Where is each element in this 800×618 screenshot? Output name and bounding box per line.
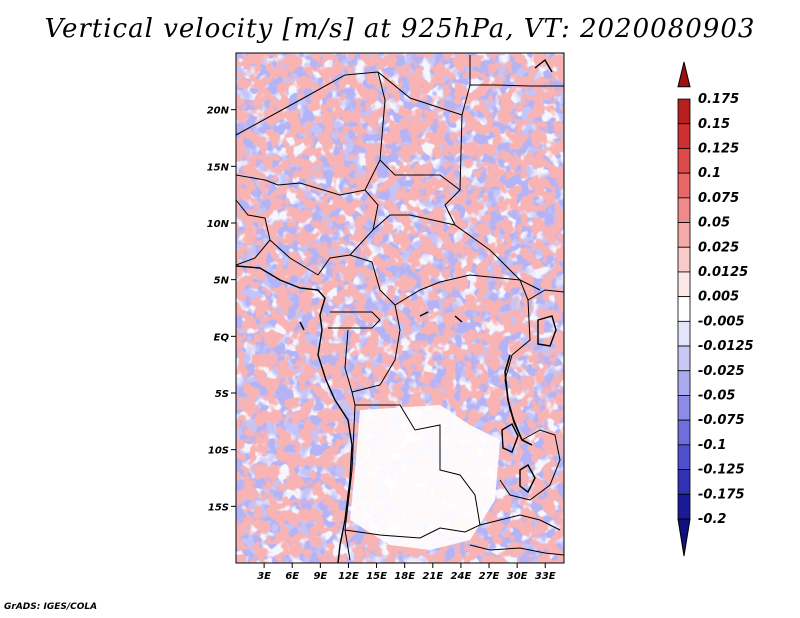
colorbar-segment [677,419,691,446]
lon-tick-label: 3E [257,571,271,582]
velocity-field [236,53,564,563]
colorbar-segment [677,172,691,199]
latitude-axis: 20N 15N 10N 5N EQ 5S 10S 15S [207,106,236,513]
colorbar-segment [677,320,691,347]
colorbar-label: -0.0125 [698,339,754,354]
colorbar-label: -0.025 [698,364,745,379]
colorbar-segment [677,246,691,273]
map-frame [235,52,565,564]
colorbar-segment [677,98,691,125]
colorbar-label: -0.2 [698,512,726,527]
colorbar-segment [677,345,691,372]
lon-tick-label: 12E [338,571,359,582]
colorbar-label: -0.075 [698,413,745,428]
lat-tick-label: 15N [207,162,230,173]
colorbar-label: 0.005 [698,290,739,305]
lat-tick-label: 5N [214,276,230,287]
colorbar-segment [677,296,691,322]
country-boundaries [236,55,564,561]
lon-tick-label: 21E [422,571,443,582]
lon-tick-label: 27E [479,571,500,582]
colorbar-label: 0.0125 [698,265,748,280]
lon-tick-label: 18E [394,571,415,582]
colorbar-segment [677,370,691,396]
colorbar-label: 0.15 [698,117,730,132]
colorbar-segment [677,148,691,174]
lat-tick-label: 15S [208,502,229,513]
colorbar-segment [677,395,691,421]
lat-tick-label: 5S [215,389,229,400]
colorbar-segment [677,271,691,298]
colorbar-segment [677,469,691,495]
colorbar-label: 0.025 [698,240,739,255]
colorbar-label: -0.175 [698,487,745,502]
colorbar-label: -0.005 [698,314,745,329]
lon-tick-label: 6E [285,571,299,582]
lat-tick-label: 10S [208,446,229,457]
colorbar-label: -0.05 [698,388,735,403]
lat-tick-label: 10N [207,219,230,230]
colorbar-label: 0.05 [698,216,730,231]
colorbar-segment [677,222,691,248]
colorbar-segment [677,493,691,520]
longitude-axis: 3E 6E 9E 12E 15E 18E 21E 24E 27E 30E 33E [257,563,556,582]
lon-tick-label: 15E [366,571,387,582]
map-title: Vertical velocity [m/s] at 925hPa, VT: 2… [44,14,756,44]
colorbar-label: 0.1 [698,166,721,181]
coastlines [236,58,557,563]
colorbar: 0.175 0.15 0.125 0.1 0.075 0.05 0.025 0.0125 0.0… [677,61,754,557]
lon-tick-label: 24E [451,571,472,582]
colorbar-arrow-top [677,61,691,88]
lat-tick-label: 20N [207,106,230,117]
colorbar-label: 0.075 [698,191,739,206]
colorbar-segment [677,123,691,149]
colorbar-label: 0.125 [698,141,739,156]
colorbar-label: -0.1 [698,438,726,453]
colorbar-segment [677,444,691,470]
colorbar-label: -0.125 [698,463,745,478]
footer-credit: GrADS: IGES/COLA [4,602,98,612]
lon-tick-label: 30E [507,571,528,582]
colorbar-segment [677,197,691,223]
colorbar-arrow-bottom [677,518,691,557]
lon-tick-label: 33E [535,571,556,582]
colorbar-label: 0.175 [698,92,739,107]
lat-tick-label: EQ [214,332,230,343]
lon-tick-label: 9E [313,571,327,582]
